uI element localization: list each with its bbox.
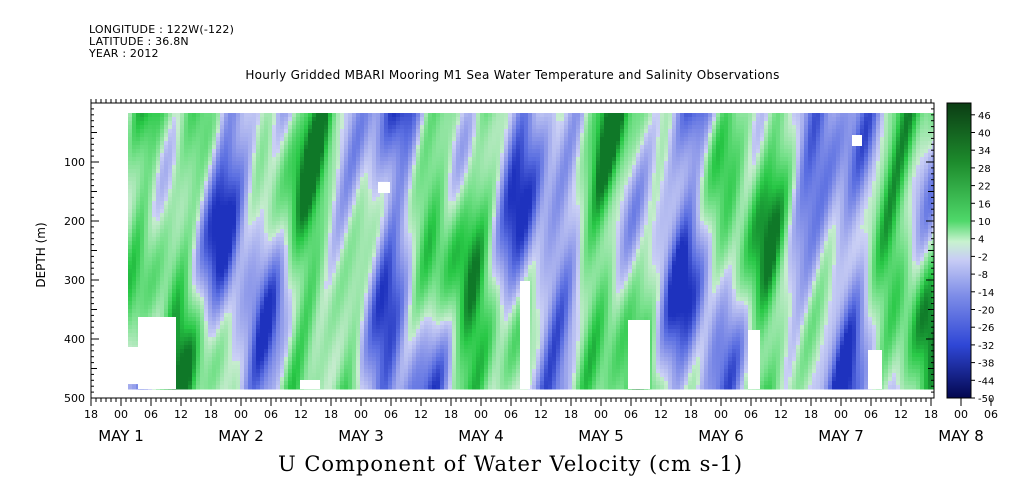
colorbar-label: 34 [978,146,991,157]
x-tick-label: 18 [684,408,698,421]
data-gap [300,380,320,389]
velocity-field [128,113,934,390]
colorbar-label: 22 [978,182,991,193]
year-label: YEAR : 2012 [89,47,159,60]
colorbar-label: -26 [978,323,994,334]
colorbar: 46 40 34 28 22 16 10 4 -2 -8 -14 -20 -26 -32 -38 -44 -50 [946,102,994,405]
x-tick-label: 06 [864,408,878,421]
date-label: MAY 8 [938,427,984,445]
colorbar-label: 28 [978,164,991,175]
colorbar-label: 40 [978,129,991,140]
y-tick-label: 300 [64,274,85,287]
longitude-label: LONGITUDE : 122W(-122) [89,23,235,36]
colorbar-label: -8 [978,270,988,281]
data-gap [628,320,650,389]
data-gap [138,317,176,389]
x-tick-label: 00 [594,408,608,421]
x-axis-title: U Component of Water Velocity (cm s-1) [277,452,744,476]
colorbar-label: -14 [978,288,994,299]
axes: 18 00 06 12 18 00 06 12 18 00 06 12 18 00 06 12 18 00 06 12… [64,99,998,445]
colorbar-label: -2 [978,252,988,263]
colorbar-scale [946,102,972,399]
date-label: MAY 6 [698,427,744,445]
x-tick-label: 12 [654,408,668,421]
chart-title: Hourly Gridded MBARI Mooring M1 Sea Wate… [245,68,780,82]
colorbar-label: 4 [978,235,984,246]
colorbar-label: -20 [978,306,994,317]
date-label: MAY 1 [98,427,144,445]
y-axis-label: DEPTH (m) [34,222,48,287]
colorbar-label: -32 [978,341,994,352]
x-tick-label: 18 [564,408,578,421]
x-tick-label: 12 [534,408,548,421]
x-tick-label: 06 [984,408,998,421]
date-label: MAY 4 [458,427,504,445]
y-tick-label: 500 [64,392,85,405]
colorbar-label: -38 [978,359,994,370]
x-tick-label: 06 [264,408,278,421]
x-tick-label: 00 [114,408,128,421]
x-tick-label: 12 [174,408,188,421]
x-tick-label: 00 [474,408,488,421]
date-label: MAY 3 [338,427,384,445]
x-tick-label: 00 [834,408,848,421]
x-tick-label: 12 [294,408,308,421]
colorbar-label: -44 [978,376,994,387]
x-tick-label: 12 [774,408,788,421]
x-tick-label: 18 [444,408,458,421]
x-tick-label: 18 [324,408,338,421]
colorbar-label: 16 [978,199,991,210]
x-tick-label: 06 [624,408,638,421]
y-tick-label: 400 [64,333,85,346]
x-tick-label: 18 [84,408,98,421]
x-tick-label: 00 [714,408,728,421]
data-gap [520,281,530,389]
x-tick-label: 12 [414,408,428,421]
date-label: MAY 5 [578,427,624,445]
x-tick-label: 06 [144,408,158,421]
colorbar-label: 10 [978,217,991,228]
data-gap [868,350,882,389]
data-gap [748,330,760,389]
date-label: MAY 7 [818,427,864,445]
y-tick-label: 200 [64,215,85,228]
x-tick-label: 00 [954,408,968,421]
data-gap [378,182,390,193]
y-tick-label: 100 [64,156,85,169]
date-label: MAY 2 [218,427,264,445]
colorbar-label: 46 [978,111,991,122]
x-tick-label: 06 [744,408,758,421]
colorbar-label: -50 [978,394,994,405]
x-tick-label: 06 [384,408,398,421]
x-tick-label: 18 [924,408,938,421]
x-tick-label: 18 [204,408,218,421]
data-gap [852,135,862,146]
x-tick-label: 18 [804,408,818,421]
data-gap [128,347,138,384]
x-tick-label: 06 [504,408,518,421]
x-tick-label: 00 [234,408,248,421]
latitude-label: LATITUDE : 36.8N [89,35,189,48]
x-tick-label: 00 [354,408,368,421]
x-tick-label: 12 [894,408,908,421]
